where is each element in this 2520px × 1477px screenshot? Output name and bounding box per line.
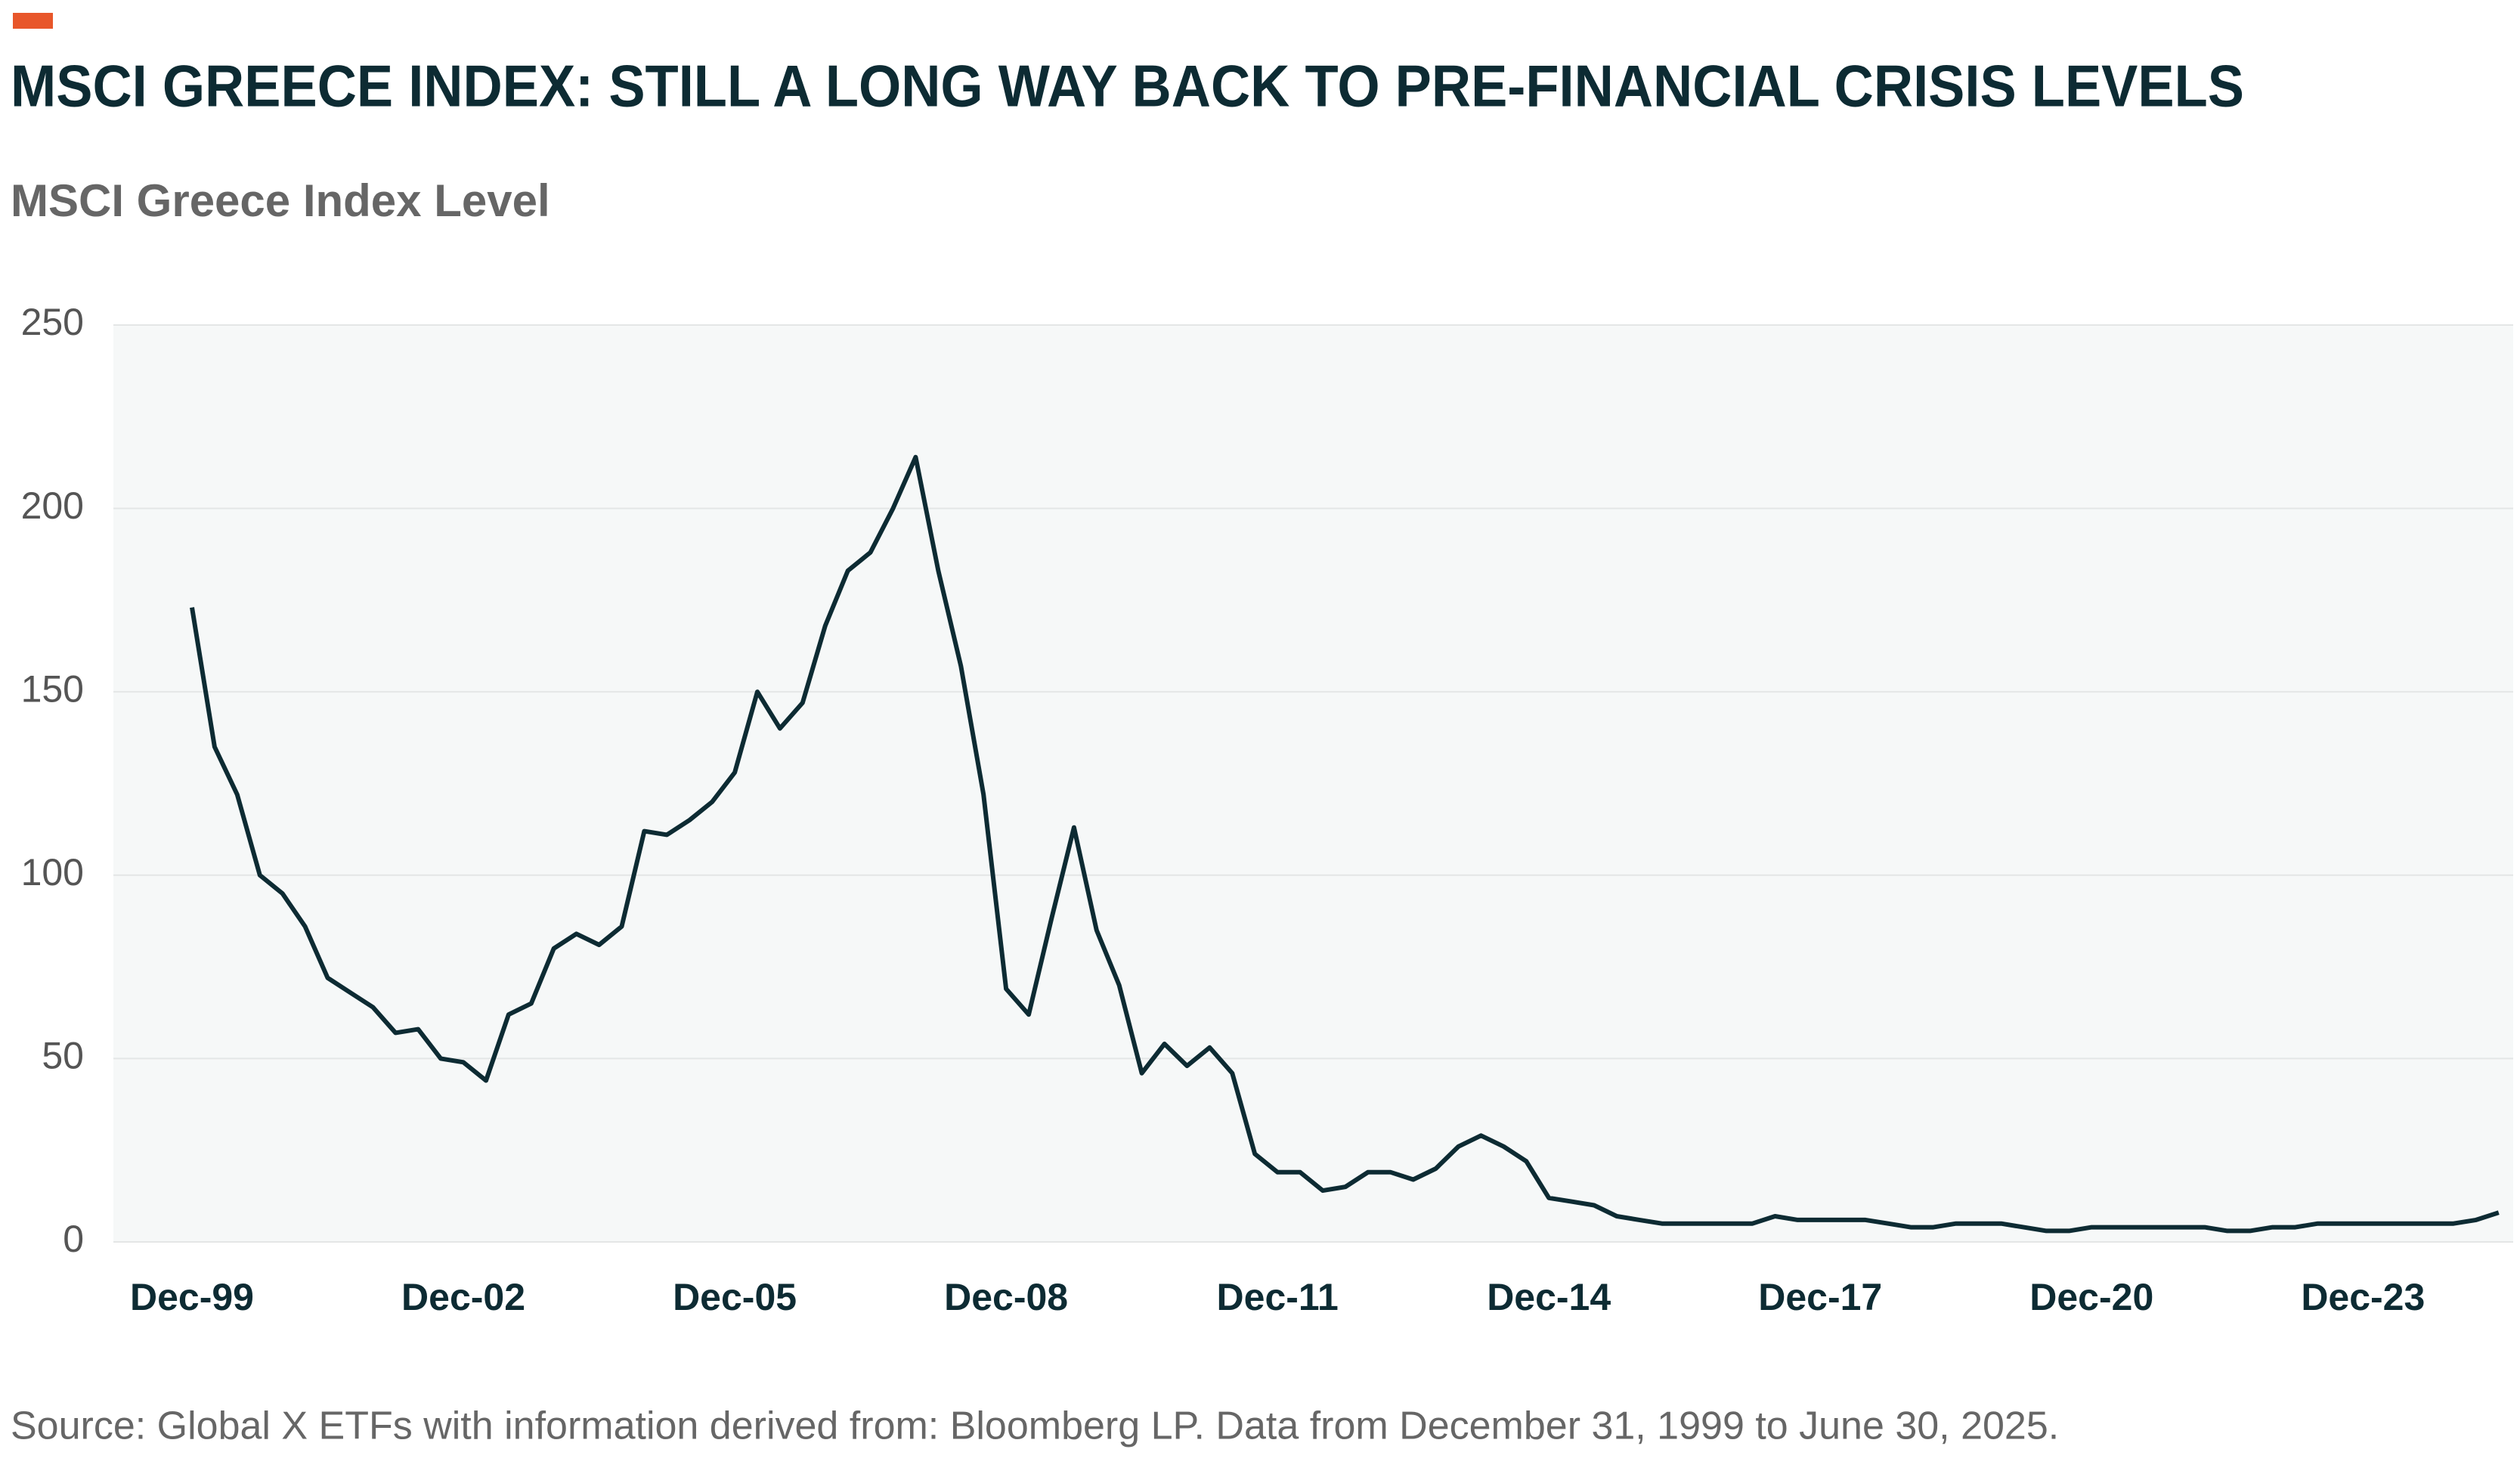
chart-title: MSCI GREECE INDEX: STILL A LONG WAY BACK…: [11, 53, 2244, 119]
accent-bar: [13, 13, 53, 29]
y-tick-label: 100: [21, 851, 84, 893]
x-tick-label: Dec-08: [944, 1276, 1068, 1318]
y-tick-label: 50: [42, 1035, 84, 1077]
source-note: Source: Global X ETFs with information d…: [11, 1404, 2059, 1448]
x-tick-label: Dec-05: [673, 1276, 797, 1318]
chart-subtitle: MSCI Greece Index Level: [11, 175, 550, 226]
y-tick-label: 200: [21, 485, 84, 527]
x-tick-label: Dec-11: [1217, 1276, 1339, 1318]
y-tick-label: 150: [21, 667, 84, 710]
x-tick-label: Dec-23: [2301, 1276, 2425, 1318]
data-line: [190, 454, 2500, 1234]
x-tick-label: Dec-20: [2029, 1276, 2153, 1318]
y-tick-label: 0: [63, 1218, 84, 1260]
x-tick-label: Dec-99: [130, 1276, 254, 1318]
y-tick-label: 250: [21, 301, 84, 343]
x-tick-label: Dec-17: [1758, 1276, 1882, 1318]
plot-area: [113, 325, 2513, 1242]
x-tick-label: Dec-02: [401, 1276, 525, 1318]
x-tick-label: Dec-14: [1487, 1276, 1611, 1318]
